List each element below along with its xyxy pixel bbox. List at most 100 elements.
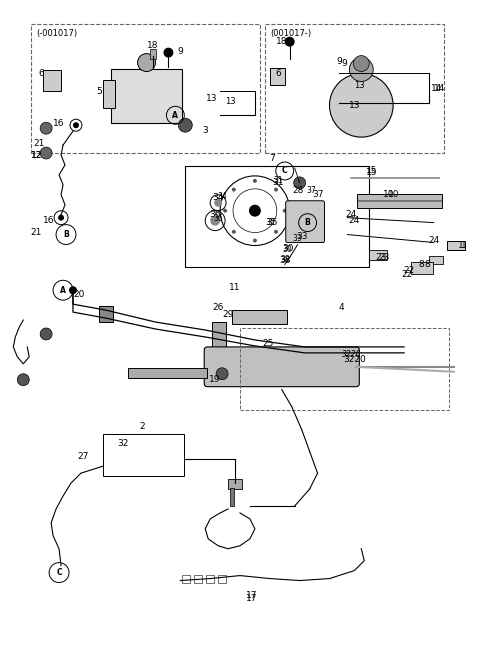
Text: 31: 31	[273, 176, 283, 185]
Circle shape	[69, 286, 77, 294]
Text: 17: 17	[246, 591, 258, 600]
Text: 26: 26	[213, 303, 224, 312]
Text: 30: 30	[283, 246, 293, 254]
Text: 37: 37	[312, 190, 324, 199]
Text: 24: 24	[346, 210, 357, 219]
Text: 14: 14	[434, 84, 445, 93]
Text: 12: 12	[31, 150, 42, 160]
Bar	[369, 250, 387, 260]
Text: 3220: 3220	[342, 350, 361, 359]
Text: 16: 16	[53, 118, 65, 128]
Text: 4: 4	[338, 303, 344, 312]
Circle shape	[214, 199, 222, 207]
Circle shape	[349, 58, 373, 81]
Bar	[182, 575, 190, 583]
Text: 27: 27	[77, 451, 89, 461]
Circle shape	[40, 147, 52, 159]
Text: 32: 32	[117, 439, 128, 448]
Text: 10: 10	[384, 190, 395, 199]
Text: 22: 22	[403, 266, 415, 275]
Bar	[429, 256, 443, 264]
Circle shape	[253, 238, 257, 242]
Circle shape	[249, 205, 261, 216]
Text: A: A	[60, 286, 66, 295]
Text: 14: 14	[431, 84, 443, 93]
Text: 9: 9	[336, 57, 342, 66]
Text: 36: 36	[209, 210, 221, 219]
Bar	[212, 322, 226, 354]
Text: 1: 1	[458, 241, 464, 250]
Text: 6: 6	[275, 69, 281, 78]
Circle shape	[164, 48, 173, 58]
Circle shape	[232, 230, 236, 234]
Circle shape	[73, 122, 79, 128]
Text: 34: 34	[213, 193, 224, 203]
Text: 9: 9	[341, 59, 347, 68]
Bar	[447, 240, 465, 250]
Text: 36: 36	[213, 214, 223, 222]
Bar	[43, 70, 61, 91]
Text: 33: 33	[296, 232, 307, 241]
Text: 8: 8	[424, 260, 430, 269]
Circle shape	[17, 374, 29, 386]
Text: 7: 7	[269, 154, 275, 163]
Text: 1: 1	[461, 241, 467, 250]
Text: 8: 8	[418, 260, 424, 269]
Bar	[99, 306, 113, 322]
Text: 34: 34	[217, 192, 227, 201]
Text: 25: 25	[262, 340, 274, 348]
Text: C: C	[282, 166, 288, 175]
Text: C: C	[56, 568, 62, 577]
Text: B: B	[63, 230, 69, 239]
Text: (-001017): (-001017)	[36, 28, 77, 38]
Text: 18: 18	[147, 41, 158, 50]
Text: 23: 23	[375, 253, 387, 262]
Text: A: A	[172, 111, 178, 120]
Text: 18: 18	[276, 37, 288, 46]
Text: 19: 19	[209, 375, 221, 384]
Text: 38: 38	[279, 256, 290, 265]
Text: 22: 22	[401, 270, 413, 279]
Bar	[194, 575, 202, 583]
Circle shape	[283, 209, 287, 213]
Bar	[206, 575, 214, 583]
Bar	[218, 575, 226, 583]
Text: 23: 23	[378, 253, 390, 262]
Bar	[357, 194, 442, 208]
FancyBboxPatch shape	[204, 347, 360, 387]
Text: 33: 33	[293, 234, 302, 242]
Circle shape	[353, 56, 369, 71]
Text: 2: 2	[140, 422, 145, 432]
Circle shape	[179, 118, 192, 132]
Text: 10: 10	[388, 190, 400, 199]
Bar	[228, 479, 242, 489]
Text: 24: 24	[348, 216, 360, 225]
Text: 3: 3	[203, 126, 208, 134]
Text: B: B	[305, 218, 311, 227]
Circle shape	[40, 328, 52, 340]
Text: 13: 13	[348, 101, 360, 110]
Text: 11: 11	[229, 283, 241, 292]
Bar	[411, 262, 433, 274]
Text: 3220: 3220	[343, 355, 366, 364]
Bar	[270, 68, 285, 85]
Text: 30: 30	[282, 244, 293, 253]
Text: 12: 12	[31, 150, 42, 160]
Text: 35: 35	[266, 218, 277, 227]
Text: 5: 5	[96, 87, 102, 96]
Bar	[111, 69, 182, 123]
Text: 28: 28	[292, 186, 303, 195]
Circle shape	[253, 179, 257, 183]
Circle shape	[223, 209, 227, 213]
Text: 20: 20	[73, 290, 84, 299]
FancyBboxPatch shape	[286, 201, 324, 242]
Text: 35: 35	[265, 218, 275, 226]
Bar	[103, 81, 115, 109]
Bar	[230, 488, 234, 506]
Bar	[128, 368, 207, 378]
Text: 24: 24	[428, 236, 440, 245]
Circle shape	[329, 73, 393, 137]
Circle shape	[294, 177, 306, 189]
Text: 21: 21	[34, 138, 45, 148]
Text: 38: 38	[280, 256, 289, 264]
